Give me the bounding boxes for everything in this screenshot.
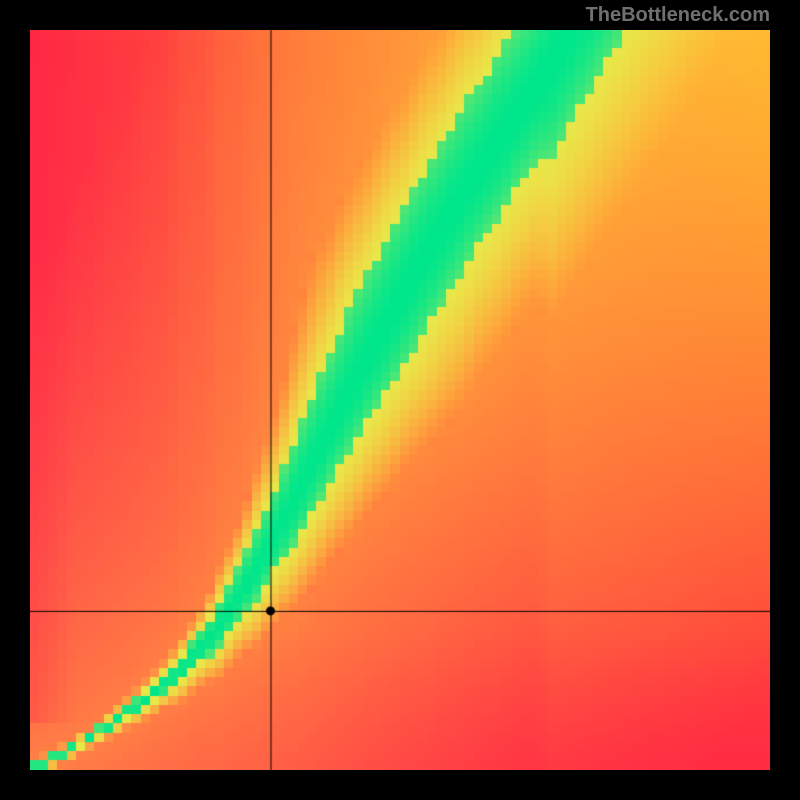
heatmap-canvas [30, 30, 770, 770]
bottleneck-heatmap [30, 30, 770, 770]
watermark-text: TheBottleneck.com [586, 4, 770, 27]
